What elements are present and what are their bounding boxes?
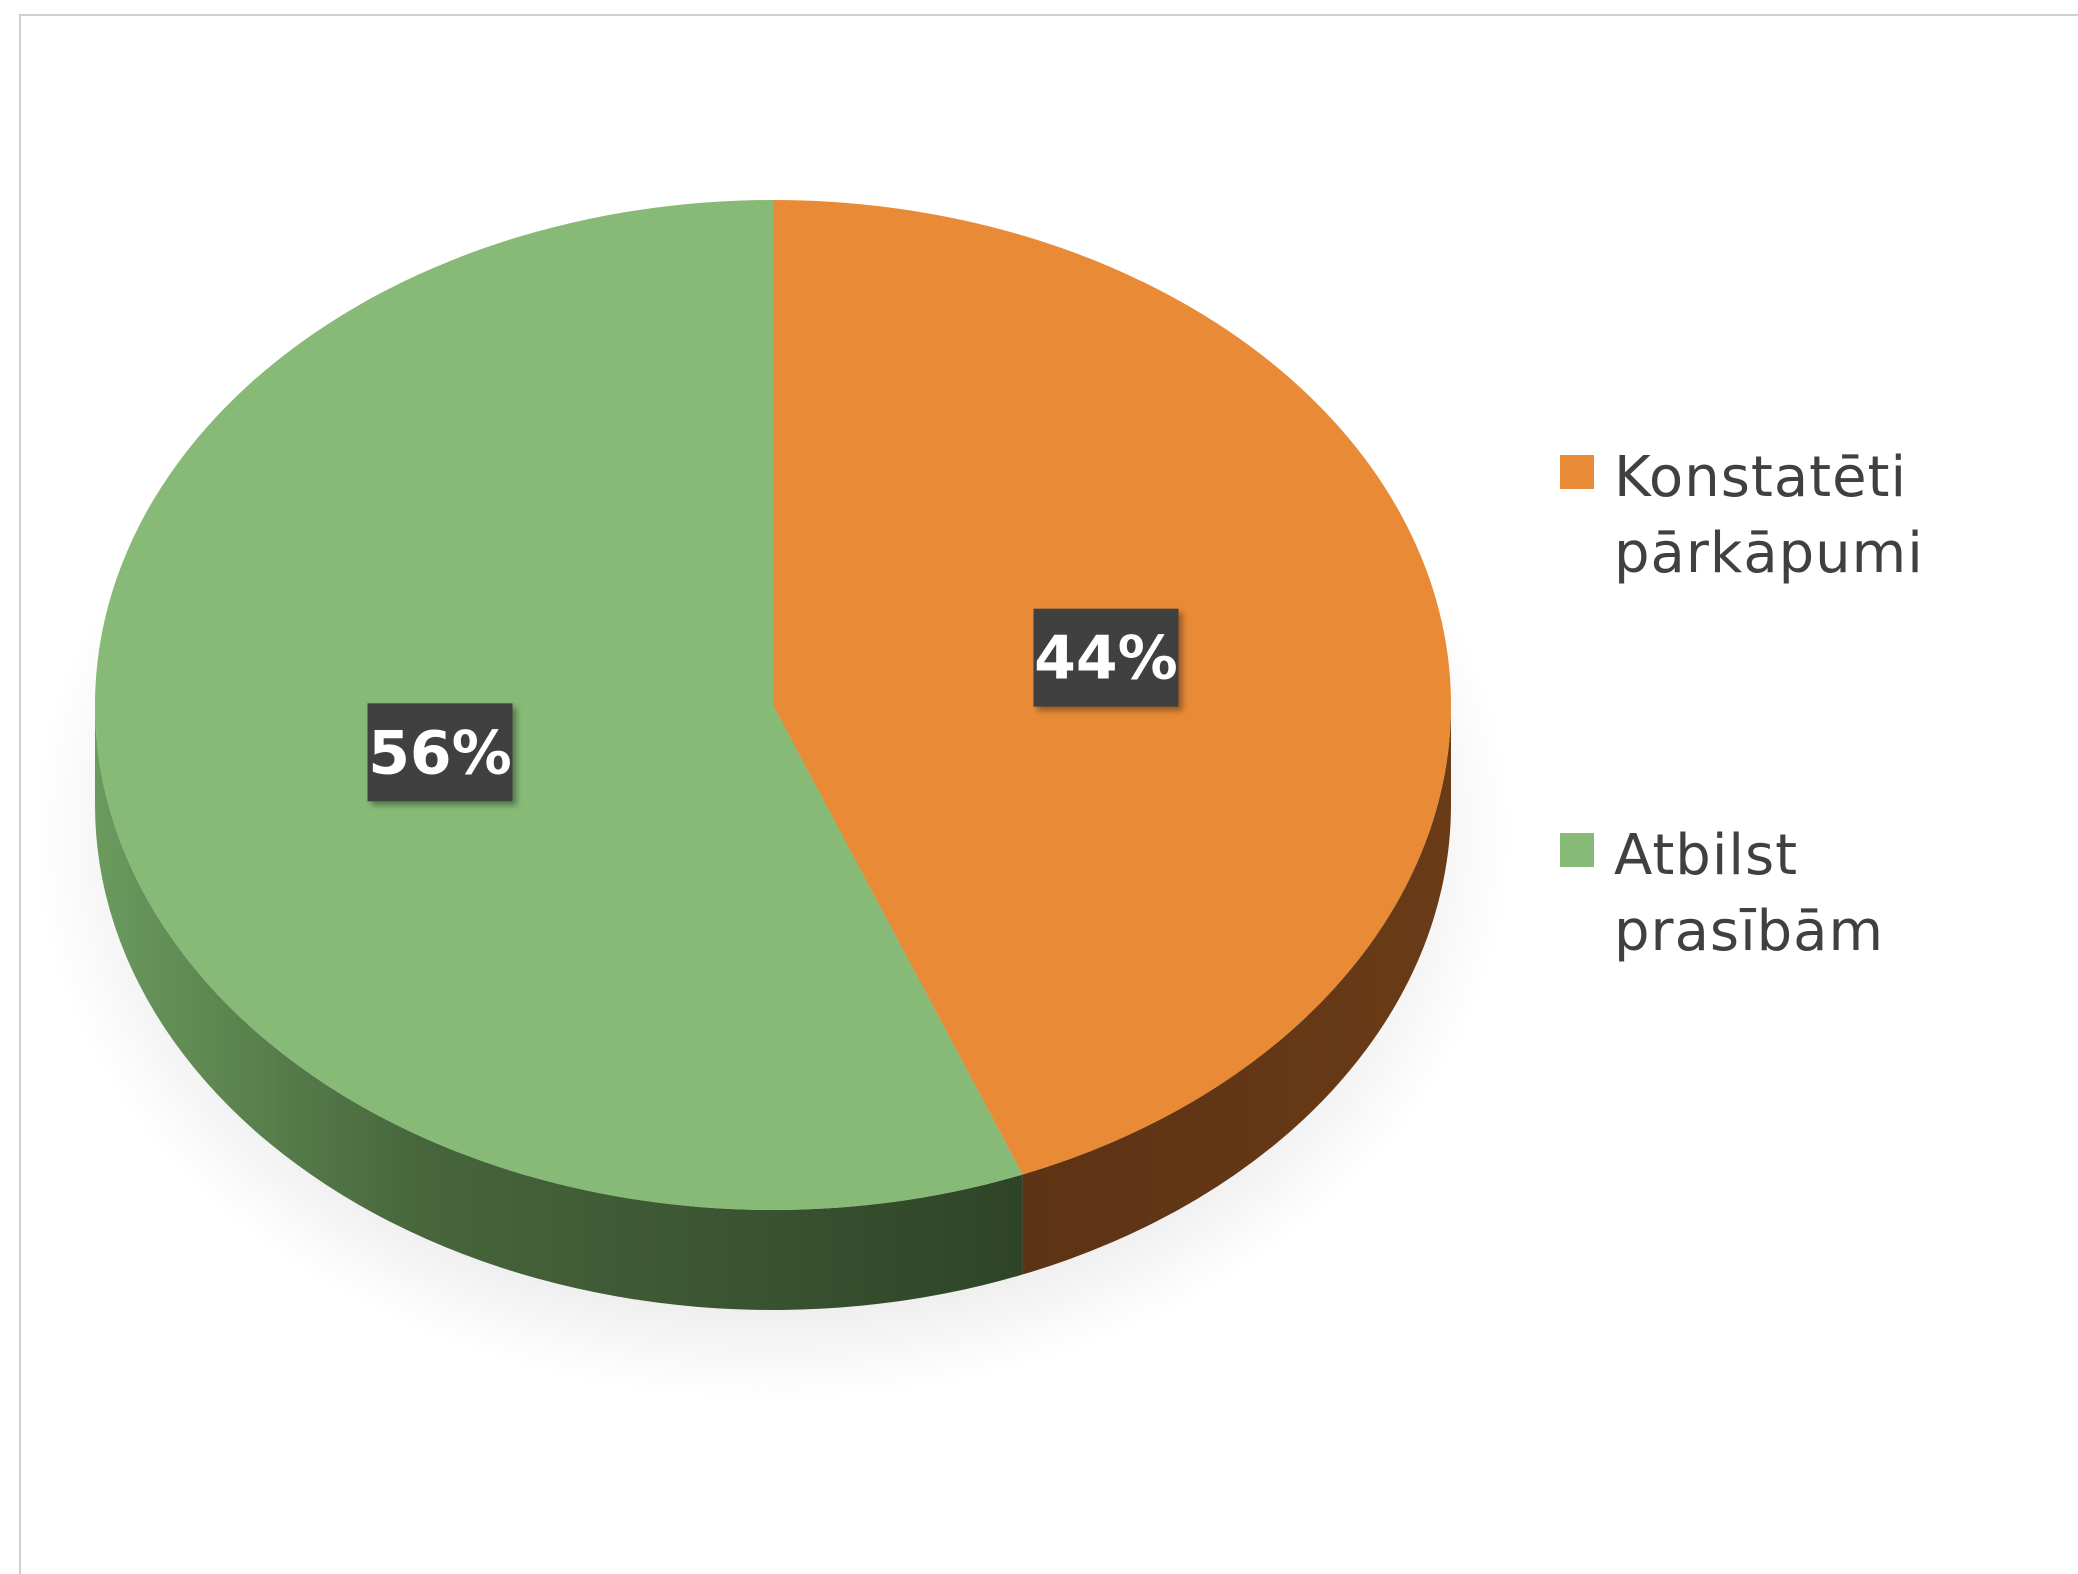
legend-label: Atbilst prasībām: [1614, 823, 1885, 964]
legend: Konstatēti pārkāpumi Atbilst prasībām: [1560, 440, 2040, 1196]
legend-label: Konstatēti pārkāpumi: [1614, 445, 1924, 586]
data-label-box: [1033, 608, 1179, 707]
legend-swatch-orange: [1560, 455, 1594, 489]
data-label-box: [367, 703, 513, 802]
pie-slice-side-0: [1022, 705, 1451, 1275]
legend-item-konstateti[interactable]: Konstatēti pārkāpumi: [1560, 440, 2040, 630]
legend-item-atbilst[interactable]: Atbilst prasībām: [1560, 818, 2040, 1008]
pie-slice-side-1: [95, 705, 1023, 1310]
data-label-text: 44%: [1034, 624, 1178, 694]
pie-slice-1[interactable]: [95, 200, 1023, 1210]
chart-frame: [19, 14, 2078, 1574]
legend-swatch-green: [1560, 833, 1594, 867]
data-label-1: 56%: [367, 703, 513, 802]
data-label-text: 56%: [368, 718, 512, 788]
data-label-0: 44%: [1033, 608, 1179, 707]
